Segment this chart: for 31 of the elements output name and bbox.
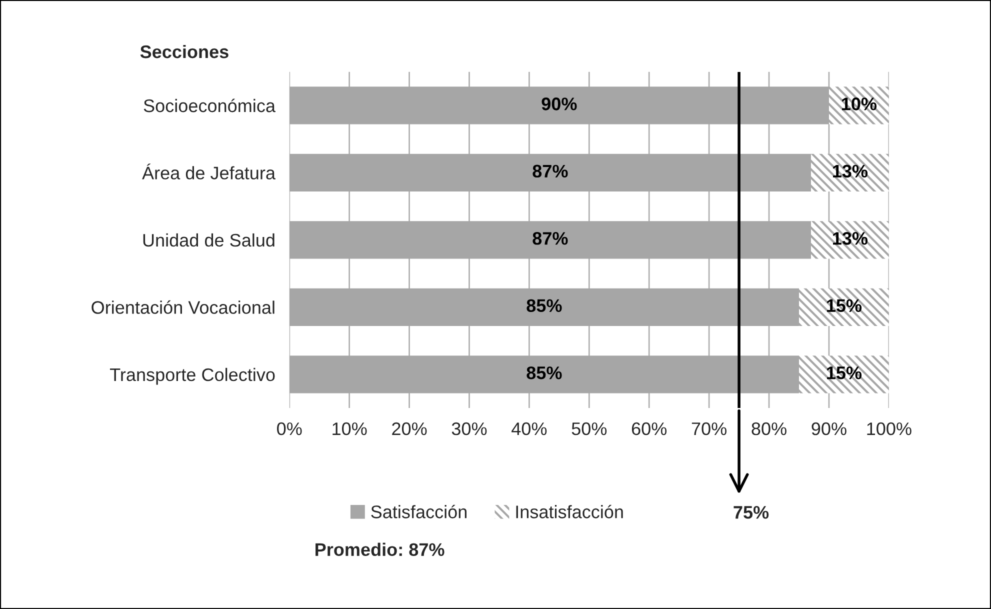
x-tick-label: 20% (392, 422, 427, 436)
x-tick-label: 90% (812, 422, 846, 436)
x-tick-label: 70% (692, 422, 726, 436)
data-label: 13% (833, 164, 868, 178)
legend-label: Insatisfacción (516, 504, 623, 518)
x-tick-label: 30% (452, 422, 487, 436)
data-label: 15% (827, 366, 862, 380)
y-axis-title: Secciones (140, 44, 228, 58)
data-label: 85% (526, 299, 562, 312)
x-tick-label: 50% (572, 422, 607, 436)
data-label: 87% (532, 164, 568, 178)
ref-line-label: 75% (734, 506, 769, 519)
x-tick-label: 0% (277, 422, 302, 436)
data-label: 90% (542, 98, 577, 110)
y-tick-label: Socioeconómica (144, 98, 276, 112)
data-label: 87% (532, 232, 568, 245)
y-tick-label: Orientación Vocacional (92, 300, 274, 314)
data-label: 85% (526, 366, 562, 380)
x-tick-label: 100% (867, 422, 912, 436)
y-tick-label: Unidad de Salud (143, 233, 274, 247)
data-label: 10% (842, 98, 877, 110)
x-tick-label: 40% (512, 422, 547, 436)
data-label: 13% (833, 232, 868, 245)
data-label: 15% (827, 299, 862, 312)
x-tick-label: 60% (632, 422, 667, 436)
y-tick-label: Transporte Colectivo (110, 368, 275, 385)
x-tick-label: 10% (332, 422, 367, 436)
y-tick-label: Área de Jefatura (142, 164, 276, 180)
x-tick-label: 80% (752, 422, 786, 436)
legend-label: Satisfacción (371, 504, 466, 518)
text: Promedio: 87% (316, 542, 444, 556)
